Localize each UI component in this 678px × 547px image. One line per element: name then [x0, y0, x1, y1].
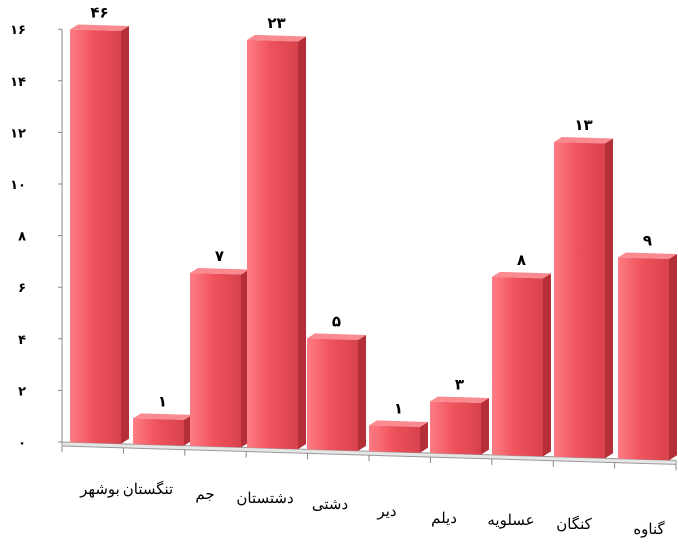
- bar-front-face: [430, 401, 481, 455]
- bar-top-face: [133, 413, 192, 420]
- category-label: دشتستان: [236, 489, 293, 507]
- bar-دشتستان: [247, 34, 306, 450]
- data-label: ۵: [332, 312, 341, 330]
- category-label: تنگستان: [123, 480, 173, 498]
- bar-عسلویه: [492, 271, 551, 457]
- bar-side-face: [481, 397, 489, 455]
- bar-front-face: [190, 272, 241, 448]
- bar-top-face: [307, 333, 366, 340]
- data-label: ۸: [517, 251, 526, 269]
- bar-کنگان: [554, 137, 613, 459]
- bars-group: [70, 24, 677, 461]
- labels-group: ۴۶ بوشهر ۱ تنگستان ۷ جم ۲۳ دشتستان ۵ دشتی ۱ دیر ۳ دیل…: [79, 3, 665, 538]
- bar-top-face: [430, 396, 489, 403]
- data-label: ۳: [455, 375, 464, 393]
- bar-گناوه: [618, 252, 677, 461]
- data-label: ۱۳: [574, 116, 592, 134]
- bar-top-face: [554, 137, 613, 144]
- bar-top-face: [492, 271, 551, 279]
- bar-front-face: [307, 338, 358, 451]
- data-label: ۴۶: [90, 3, 108, 21]
- bar-side-face: [420, 421, 428, 453]
- bar-front-face: [554, 142, 605, 459]
- bar-دیلم: [430, 396, 489, 455]
- bar-front-face: [70, 29, 121, 444]
- bar-front-face: [618, 257, 669, 461]
- category-label: دشتی: [312, 495, 348, 513]
- bar-front-face: [492, 276, 543, 457]
- data-label: ۱: [158, 392, 167, 410]
- bar-بوشهر: [70, 24, 129, 444]
- bar-top-face: [70, 24, 129, 31]
- bar-top-face: [618, 252, 677, 259]
- y-tick-label: ۱۰: [10, 178, 26, 193]
- data-label: ۹: [643, 231, 652, 249]
- y-tick-label: ۱۶: [10, 23, 26, 38]
- bar-front-face: [247, 39, 298, 450]
- y-tick-label: ۰: [18, 436, 26, 451]
- bar-front-face: [133, 418, 184, 446]
- bar-جم: [190, 267, 249, 448]
- bar-front-face: [369, 425, 420, 453]
- bar-side-face: [543, 273, 551, 457]
- data-label: ۷: [215, 247, 224, 265]
- bar-تنگستان: [133, 413, 192, 446]
- category-label: جم: [195, 485, 214, 503]
- bar-top-face: [247, 34, 306, 42]
- y-tick-label: ۲: [18, 384, 26, 399]
- bar-دشتی: [307, 333, 366, 451]
- data-label: ۲۳: [267, 14, 285, 32]
- y-tick-label: ۱۴: [10, 75, 26, 90]
- category-label: عسلویه: [487, 511, 534, 529]
- data-label: ۱: [394, 399, 403, 417]
- category-label: گناوه: [633, 520, 665, 538]
- bar-side-face: [358, 334, 366, 451]
- bar-side-face: [605, 138, 613, 459]
- bar-side-face: [121, 25, 129, 444]
- category-label: دیر: [376, 502, 396, 520]
- bar-side-face: [669, 253, 677, 461]
- y-tick-label: ۶: [18, 281, 26, 296]
- bar-دیر: [369, 420, 428, 453]
- y-tick-label: ۴: [18, 333, 26, 348]
- category-label: بوشهر: [79, 480, 120, 498]
- bar-side-face: [298, 36, 306, 450]
- y-tick-label: ۸: [18, 230, 26, 245]
- bar-top-face: [190, 267, 249, 275]
- y-tick-label: ۱۲: [10, 126, 26, 141]
- category-label: دیلم: [431, 509, 457, 527]
- category-label: کنگان: [556, 515, 592, 533]
- bar-top-face: [369, 420, 428, 427]
